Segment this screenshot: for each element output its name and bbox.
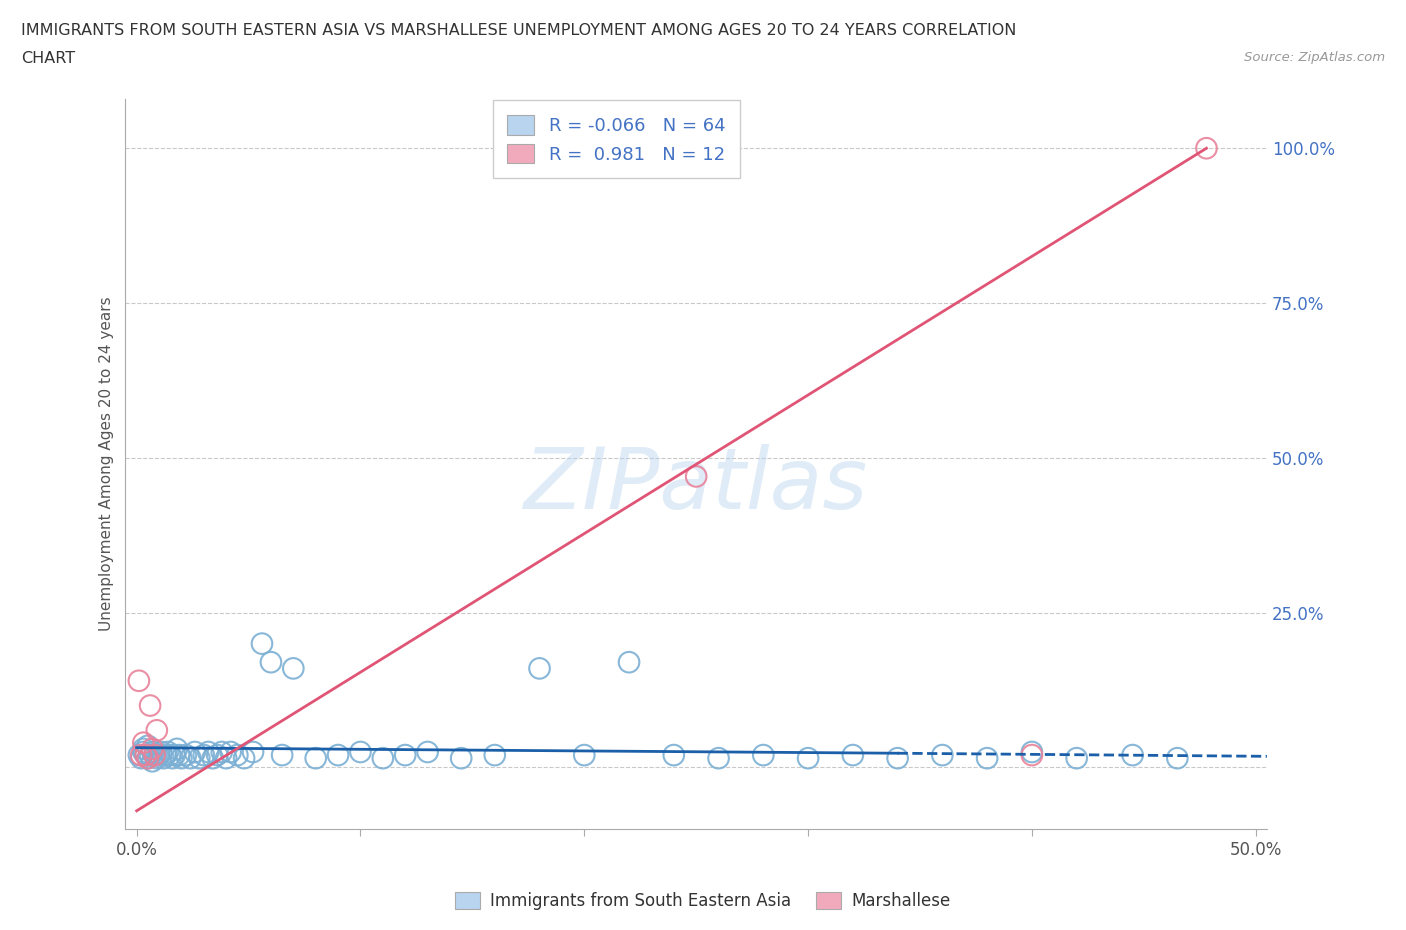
Point: [219, 745, 242, 760]
Point: [139, 748, 162, 763]
Point: [416, 745, 439, 760]
Point: [136, 738, 159, 753]
Text: ZIPatlas: ZIPatlas: [524, 445, 869, 527]
Point: [184, 745, 207, 760]
Text: CHART: CHART: [21, 51, 75, 66]
Point: [797, 751, 820, 765]
Point: [174, 748, 197, 763]
Point: [1122, 748, 1144, 763]
Point: [139, 698, 162, 713]
Point: [135, 748, 157, 763]
Point: [931, 748, 953, 763]
Point: [326, 748, 349, 763]
Point: [166, 741, 188, 756]
Point: [201, 751, 224, 765]
Point: [136, 751, 159, 765]
Point: [752, 748, 775, 763]
Point: [129, 751, 152, 765]
Point: [159, 748, 181, 763]
Point: [305, 751, 328, 765]
Point: [976, 751, 998, 765]
Point: [132, 745, 155, 760]
Legend: R = -0.066   N = 64, R =  0.981   N = 12: R = -0.066 N = 64, R = 0.981 N = 12: [492, 100, 740, 179]
Point: [167, 748, 190, 763]
Point: [662, 748, 685, 763]
Point: [211, 745, 233, 760]
Point: [207, 748, 229, 763]
Point: [141, 754, 163, 769]
Point: [226, 748, 249, 763]
Point: [143, 748, 166, 763]
Point: [484, 748, 506, 763]
Point: [617, 655, 640, 670]
Point: [156, 745, 179, 760]
Point: [141, 741, 163, 756]
Point: [179, 751, 201, 765]
Point: [163, 748, 186, 763]
Legend: Immigrants from South Eastern Asia, Marshallese: Immigrants from South Eastern Asia, Mars…: [449, 885, 957, 917]
Point: [529, 661, 551, 676]
Point: [148, 748, 170, 763]
Point: [162, 751, 184, 765]
Point: [1166, 751, 1188, 765]
Point: [271, 748, 294, 763]
Point: [170, 751, 193, 765]
Point: [132, 741, 155, 756]
Point: [450, 751, 472, 765]
Point: [129, 748, 152, 763]
Point: [1195, 140, 1218, 155]
Point: [283, 661, 305, 676]
Point: [152, 751, 174, 765]
Point: [136, 751, 159, 765]
Y-axis label: Unemployment Among Ages 20 to 24 years: Unemployment Among Ages 20 to 24 years: [100, 297, 114, 631]
Point: [707, 751, 730, 765]
Point: [143, 748, 166, 763]
Text: Source: ZipAtlas.com: Source: ZipAtlas.com: [1244, 51, 1385, 64]
Point: [155, 748, 177, 763]
Point: [146, 751, 169, 765]
Point: [886, 751, 908, 765]
Point: [260, 655, 283, 670]
Point: [250, 636, 273, 651]
Point: [371, 751, 394, 765]
Point: [1021, 745, 1043, 760]
Point: [842, 748, 865, 763]
Point: [349, 745, 371, 760]
Point: [150, 745, 173, 760]
Point: [141, 745, 163, 760]
Point: [242, 745, 264, 760]
Point: [685, 469, 707, 484]
Point: [193, 748, 215, 763]
Point: [188, 751, 211, 765]
Point: [128, 748, 150, 763]
Point: [1066, 751, 1088, 765]
Point: [233, 751, 256, 765]
Text: IMMIGRANTS FROM SOUTH EASTERN ASIA VS MARSHALLESE UNEMPLOYMENT AMONG AGES 20 TO : IMMIGRANTS FROM SOUTH EASTERN ASIA VS MA…: [21, 23, 1017, 38]
Point: [394, 748, 416, 763]
Point: [1021, 748, 1043, 763]
Point: [215, 751, 238, 765]
Point: [128, 673, 150, 688]
Point: [135, 748, 157, 763]
Point: [574, 748, 596, 763]
Point: [146, 723, 169, 737]
Point: [197, 745, 219, 760]
Point: [132, 736, 155, 751]
